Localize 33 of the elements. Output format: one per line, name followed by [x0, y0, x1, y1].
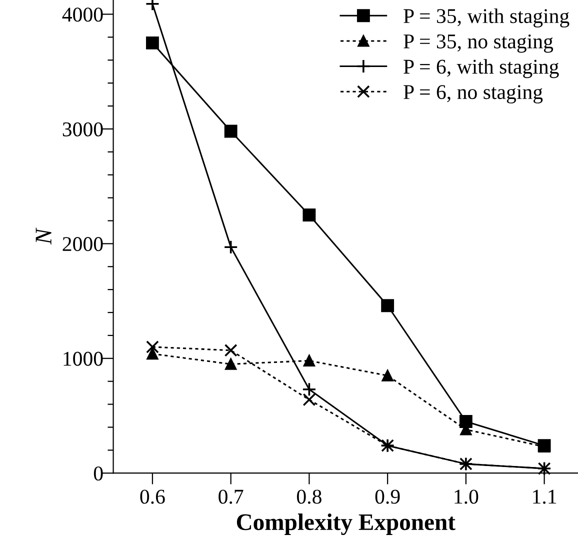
- legend-label: P = 6, with staging: [404, 59, 559, 78]
- point: [224, 240, 238, 254]
- point: [382, 370, 394, 382]
- point: [303, 354, 315, 366]
- legend-label: P = 35, no staging: [404, 34, 554, 53]
- point: [380, 438, 395, 453]
- point: [302, 393, 316, 406]
- point: [459, 457, 472, 470]
- y-tick-label: 0: [94, 466, 103, 481]
- x-tick-label: 0.9: [375, 490, 400, 504]
- y-tick-label: 2000: [62, 237, 103, 252]
- y-tick-label: 4000: [62, 8, 103, 22]
- x-tick-label: 1.0: [454, 490, 478, 504]
- point: [224, 124, 238, 138]
- x-axis-title: Complexity Exponent: [236, 514, 456, 536]
- point: [302, 382, 316, 397]
- y-axis-title: N: [36, 228, 52, 245]
- x-tick-label: 1.1: [533, 490, 556, 504]
- point: [146, 348, 158, 360]
- legend-label: P = 6, no staging: [404, 85, 543, 104]
- point: [146, 36, 159, 50]
- point: [224, 344, 238, 357]
- y-tick-label: 3000: [62, 122, 103, 136]
- point: [459, 415, 472, 428]
- point: [225, 358, 237, 370]
- point: [381, 299, 394, 312]
- point: [302, 208, 316, 222]
- x-tick-label: 0.6: [140, 490, 165, 504]
- x-tick-label: 0.8: [296, 490, 322, 504]
- x-tick-label: 0.7: [218, 490, 244, 504]
- y-tick-label: 1000: [64, 352, 103, 366]
- legend-label: P = 35, with staging: [404, 8, 570, 28]
- point: [146, 340, 159, 354]
